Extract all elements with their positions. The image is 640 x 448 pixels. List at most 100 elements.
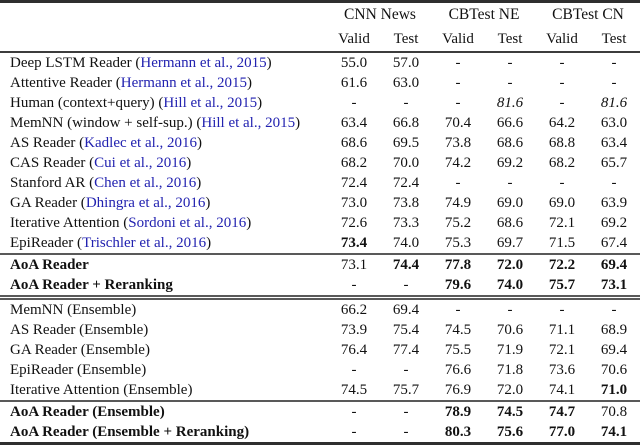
table-row: EpiReader (Ensemble) - - 76.6 71.8 73.6 70.6 (0, 360, 640, 380)
model-name-text: AoA Reader + Reranking (10, 277, 173, 293)
model-label: AoA Reader + Reranking (0, 275, 328, 298)
metric-cell: 69.7 (496, 235, 524, 251)
table-row: AoA Reader 73.1 74.4 77.8 72.0 72.2 69.4 (0, 254, 640, 275)
citation-link[interactable]: Hill et al., 2015 (201, 115, 296, 131)
table-row: Human (context+query) (Hill et al., 2015… (0, 93, 640, 113)
model-label: Attentive Reader (Hermann et al., 2015) (0, 73, 328, 93)
metric-cell: 74.0 (496, 277, 524, 293)
model-label: Stanford AR (Chen et al., 2016) (0, 173, 328, 193)
metric-cell: - (351, 424, 357, 440)
metric-cell: 74.9 (444, 195, 472, 211)
column-subheader: Valid (546, 31, 578, 47)
citation-link[interactable]: Kadlec et al., 2016 (84, 135, 198, 151)
metric-cell: 70.8 (600, 404, 628, 420)
metric-cell: 76.6 (444, 362, 472, 378)
column-subheader: Valid (338, 31, 370, 47)
metric-cell: - (507, 175, 513, 191)
model-name-text: Stanford AR ( (10, 175, 95, 191)
column-group-row: CNN News CBTest NE CBTest CN (0, 2, 640, 28)
metric-cell: 68.6 (340, 135, 368, 151)
metric-cell: 69.4 (600, 342, 628, 358)
metric-cell: - (403, 424, 409, 440)
metric-cell: - (403, 277, 409, 293)
model-label: Human (context+query) (Hill et al., 2015… (0, 93, 328, 113)
metric-cell: 75.7 (548, 277, 576, 293)
metric-cell: 66.2 (340, 302, 368, 318)
metric-cell: 73.4 (340, 235, 368, 251)
model-name-text: EpiReader ( (10, 235, 83, 251)
model-name-text: MemNN (Ensemble) (10, 302, 137, 318)
citation-link[interactable]: Cui et al., 2016 (94, 155, 187, 171)
citation-close-paren: ) (197, 135, 203, 151)
metric-cell: 75.2 (444, 215, 472, 231)
metric-cell: 68.6 (496, 215, 524, 231)
model-name-text: CAS Reader ( (10, 155, 95, 171)
metric-cell: 65.7 (600, 155, 628, 171)
metric-cell: - (403, 404, 409, 420)
citation-link[interactable]: Hermann et al., 2015 (140, 55, 267, 71)
citation-link[interactable]: Sordoni et al., 2016 (128, 215, 247, 231)
model-name-text: GA Reader ( (10, 195, 86, 211)
metric-cell: - (455, 302, 461, 318)
metric-cell: 74.5 (444, 322, 472, 338)
metric-cell: 70.6 (600, 362, 628, 378)
citation-close-paren: ) (206, 235, 212, 251)
metric-cell: - (611, 55, 617, 71)
metric-cell: 63.4 (600, 135, 628, 151)
metric-cell: 69.4 (600, 257, 628, 273)
table-header: CNN News CBTest NE CBTest CN Valid Test Vali… (0, 2, 640, 52)
metric-cell: 74.4 (392, 257, 420, 273)
metric-cell: 64.2 (548, 115, 576, 131)
metric-cell: 68.8 (548, 135, 576, 151)
metric-cell: - (455, 55, 461, 71)
metric-cell: 55.0 (340, 55, 368, 71)
citation-link[interactable]: Dhingra et al., 2016 (85, 195, 206, 211)
citation-close-paren: ) (295, 115, 301, 131)
section-aoa-single: AoA Reader 73.1 74.4 77.8 72.0 72.2 69.4 AoA Re… (0, 254, 640, 298)
metric-cell: 63.0 (392, 75, 420, 91)
metric-cell: 69.0 (496, 195, 524, 211)
metric-cell: 76.9 (444, 382, 472, 398)
column-subheader: Test (601, 31, 627, 47)
table-row: AoA Reader + Reranking - - 79.6 74.0 75.7 73.1 (0, 275, 640, 298)
citation-link[interactable]: Chen et al., 2016 (94, 175, 197, 191)
citation-close-paren: ) (186, 155, 192, 171)
model-label: AoA Reader (Ensemble + Reranking) (0, 422, 328, 444)
metric-cell: 74.7 (548, 404, 576, 420)
citation-close-paren: ) (257, 95, 263, 111)
table-row: MemNN (window + self-sup.) (Hill et al.,… (0, 113, 640, 133)
citation-link[interactable]: Hill et al., 2015 (163, 95, 258, 111)
column-subheader: Test (393, 31, 419, 47)
metric-cell: 73.0 (340, 195, 368, 211)
column-subheader: Valid (442, 31, 474, 47)
metric-cell: 68.6 (496, 135, 524, 151)
column-subheader: Test (497, 31, 523, 47)
model-name-text: AoA Reader (10, 257, 89, 273)
section-aoa-ensemble: AoA Reader (Ensemble) - -78.9 74.5 74.7 70.8 A… (0, 401, 640, 444)
metric-cell: 74.5 (340, 382, 368, 398)
metric-cell: 66.6 (496, 115, 524, 131)
metric-cell: 70.4 (444, 115, 472, 131)
metric-cell: 72.4 (340, 175, 368, 191)
metric-cell: 75.7 (392, 382, 420, 398)
metric-cell: - (507, 55, 513, 71)
model-name-text: AS Reader (Ensemble) (10, 322, 149, 338)
column-group-header: CBTest NE (448, 6, 520, 23)
citation-link[interactable]: Hermann et al., 2015 (120, 75, 248, 91)
metric-cell: 71.1 (548, 322, 576, 338)
metric-cell: 61.6 (340, 75, 368, 91)
table-row: Iterative Attention (Ensemble) 74.5 75.7 76… (0, 380, 640, 401)
model-name-text: Attentive Reader ( (10, 75, 121, 91)
metric-cell: 70.6 (496, 322, 524, 338)
metric-cell: 69.2 (496, 155, 524, 171)
model-name-text: Human (context+query) ( (10, 95, 164, 111)
metric-cell: 74.2 (444, 155, 472, 171)
citation-link[interactable]: Trischler et al., 2016 (82, 235, 207, 251)
table-row: Stanford AR (Chen et al., 2016) 72.4 72.4 -… (0, 173, 640, 193)
metric-cell: 72.1 (548, 342, 576, 358)
model-label: AoA Reader (Ensemble) (0, 401, 328, 422)
metric-cell: - (351, 362, 357, 378)
metric-cell: 77.0 (548, 424, 576, 440)
metric-cell: - (559, 175, 565, 191)
